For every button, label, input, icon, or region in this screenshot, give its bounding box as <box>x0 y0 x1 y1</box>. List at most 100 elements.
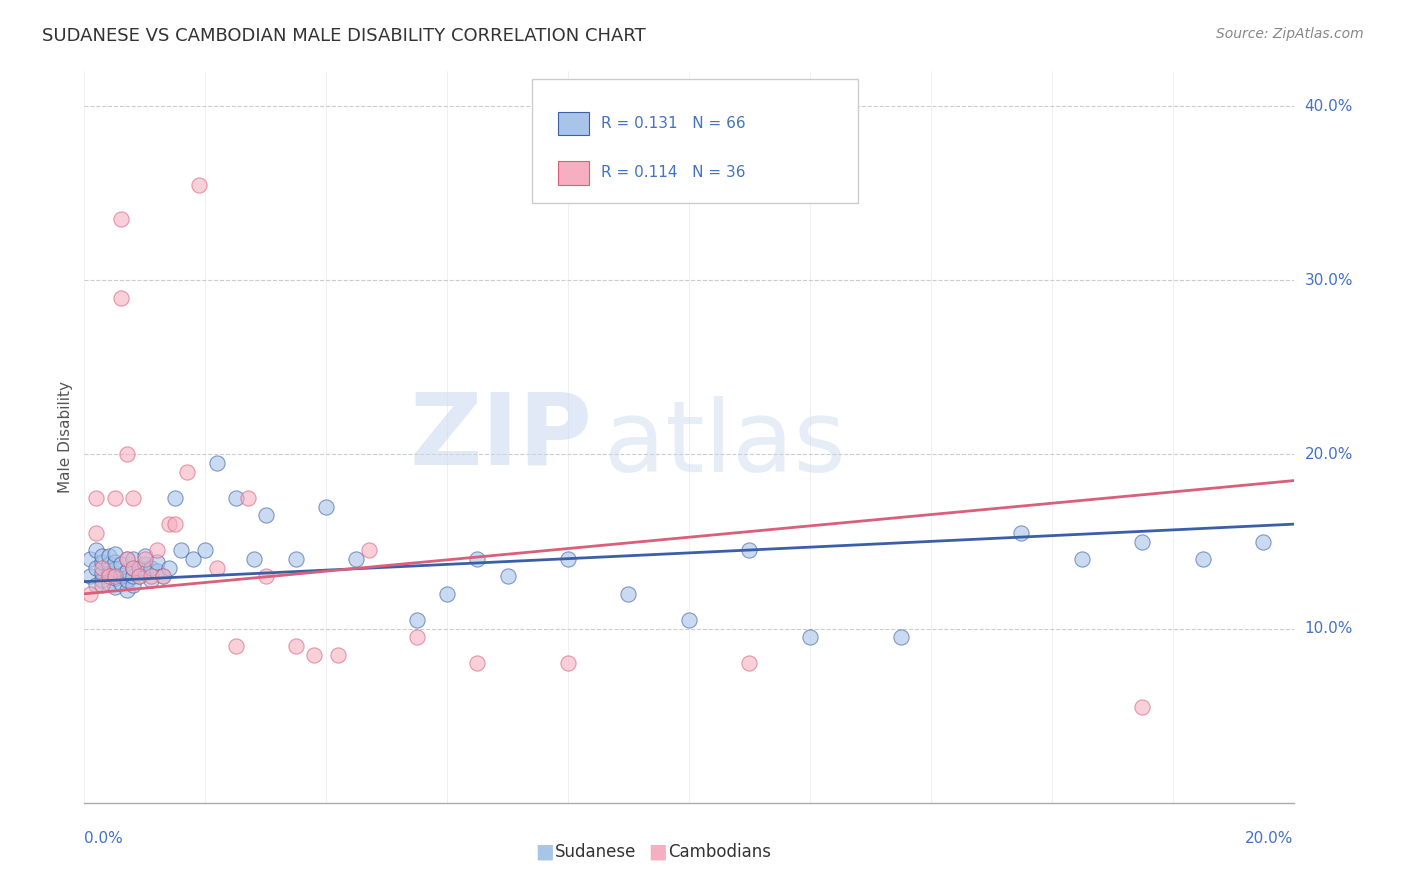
Point <box>302 648 325 662</box>
Text: Sudanese: Sudanese <box>555 843 637 861</box>
Text: 20.0%: 20.0% <box>1305 447 1353 462</box>
Point <box>157 517 180 532</box>
Point <box>134 552 156 566</box>
Point <box>799 631 821 645</box>
Point <box>115 583 138 598</box>
Point <box>1251 534 1274 549</box>
Point <box>121 491 143 505</box>
Point <box>110 567 132 582</box>
Point <box>225 639 247 653</box>
Text: 0.0%: 0.0% <box>84 830 124 846</box>
Point <box>97 576 120 591</box>
Point <box>110 558 132 572</box>
Text: R = 0.114   N = 36: R = 0.114 N = 36 <box>600 165 745 180</box>
Point <box>346 552 368 566</box>
Point <box>121 560 143 574</box>
Point <box>110 576 132 591</box>
Text: Cambodians: Cambodians <box>668 843 770 861</box>
Point <box>436 587 458 601</box>
Point <box>104 569 127 583</box>
Point <box>91 566 114 580</box>
Point <box>1071 552 1094 566</box>
Point <box>97 558 120 572</box>
Point <box>91 556 114 570</box>
Point <box>115 552 138 566</box>
Point <box>110 291 132 305</box>
Point <box>91 560 114 574</box>
Point <box>557 552 579 566</box>
FancyBboxPatch shape <box>558 112 589 136</box>
Point <box>357 543 380 558</box>
Text: 40.0%: 40.0% <box>1305 99 1353 113</box>
Point <box>91 573 114 587</box>
Point <box>86 525 108 540</box>
Point <box>207 456 229 470</box>
Point <box>121 552 143 566</box>
Point <box>128 560 150 574</box>
Point <box>242 552 264 566</box>
Point <box>110 212 132 227</box>
Point <box>97 569 120 583</box>
Point <box>1010 525 1032 540</box>
Point <box>139 573 162 587</box>
Point <box>79 569 101 583</box>
Point <box>128 569 150 583</box>
Point <box>128 569 150 583</box>
Point <box>86 543 108 558</box>
Point <box>139 560 162 574</box>
Point <box>225 491 247 505</box>
Point <box>617 587 640 601</box>
Point <box>104 547 127 561</box>
Point <box>163 491 186 505</box>
Point <box>678 613 700 627</box>
Point <box>134 549 156 563</box>
Text: 10.0%: 10.0% <box>1305 621 1353 636</box>
Point <box>406 631 429 645</box>
Point <box>284 552 308 566</box>
Point <box>97 566 120 580</box>
Point <box>104 556 127 570</box>
Point <box>152 569 174 583</box>
Point <box>86 491 108 505</box>
Text: ▪: ▪ <box>647 838 668 866</box>
Text: R = 0.131   N = 66: R = 0.131 N = 66 <box>600 116 745 131</box>
Point <box>104 580 127 594</box>
FancyBboxPatch shape <box>558 161 589 185</box>
Point <box>91 549 114 563</box>
Text: ZIP: ZIP <box>409 389 592 485</box>
Point <box>104 491 127 505</box>
Point <box>115 564 138 578</box>
Text: ▪: ▪ <box>534 838 555 866</box>
Point <box>890 631 912 645</box>
Point <box>86 578 108 592</box>
Point <box>176 465 198 479</box>
Point <box>115 552 138 566</box>
Point <box>91 578 114 592</box>
Point <box>1130 700 1153 714</box>
Point <box>86 560 108 574</box>
Point <box>315 500 337 514</box>
Point <box>557 657 579 671</box>
Y-axis label: Male Disability: Male Disability <box>58 381 73 493</box>
Point <box>328 648 350 662</box>
Point <box>194 543 217 558</box>
Point <box>79 587 101 601</box>
Point <box>121 578 143 592</box>
Point <box>284 639 308 653</box>
Point <box>104 562 127 576</box>
Point <box>254 569 277 583</box>
Point <box>146 564 169 578</box>
Point <box>121 560 143 574</box>
Text: Source: ZipAtlas.com: Source: ZipAtlas.com <box>1216 27 1364 41</box>
Point <box>188 178 211 192</box>
Point <box>496 569 519 583</box>
Point <box>170 543 193 558</box>
Text: 20.0%: 20.0% <box>1246 830 1294 846</box>
Point <box>121 569 143 583</box>
Point <box>79 552 101 566</box>
Point <box>134 566 156 580</box>
Text: SUDANESE VS CAMBODIAN MALE DISABILITY CORRELATION CHART: SUDANESE VS CAMBODIAN MALE DISABILITY CO… <box>42 27 645 45</box>
Point <box>146 543 169 558</box>
Point <box>152 569 174 583</box>
Point <box>146 556 169 570</box>
